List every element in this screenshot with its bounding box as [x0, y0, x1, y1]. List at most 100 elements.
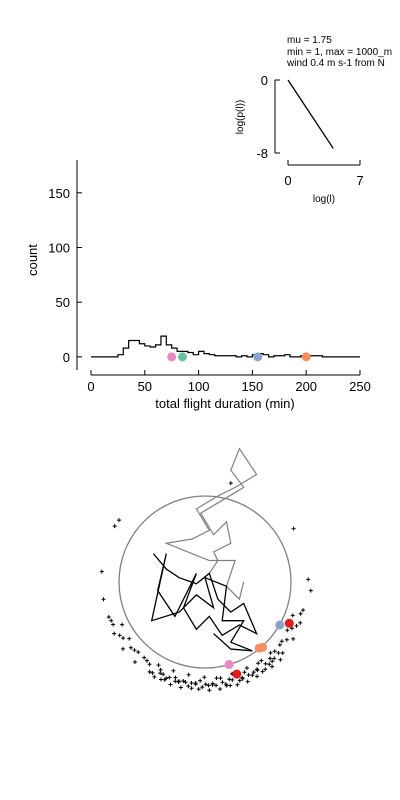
landing-cross [276, 651, 281, 656]
hist-marker [253, 352, 263, 362]
arena-point [284, 618, 294, 628]
inset-plot: log(p(l)) log(l) 0 -8 0 7 [235, 73, 364, 205]
landing-cross [290, 613, 295, 618]
landing-cross [218, 686, 223, 691]
landing-cross [214, 683, 219, 688]
landing-cross [178, 685, 183, 690]
landing-cross [173, 679, 178, 684]
landing-cross [162, 677, 167, 682]
hist-y-tick-label: 150 [48, 186, 70, 201]
landing-cross [112, 524, 117, 529]
hist-y-tick-label: 0 [63, 350, 70, 365]
landing-cross [132, 648, 137, 653]
landing-cross [279, 639, 284, 644]
landing-cross [285, 628, 290, 633]
landing-cross [263, 661, 268, 666]
landing-cross [228, 683, 233, 688]
inset-xlabel: log(l) [313, 194, 335, 205]
hist-marker [177, 352, 187, 362]
landing-cross [132, 660, 137, 664]
landing-cross [181, 678, 186, 683]
landing-cross [237, 678, 242, 683]
landing-cross [152, 674, 157, 679]
landing-cross [200, 685, 205, 690]
landing-cross [156, 663, 161, 668]
arena-point [275, 620, 285, 630]
landing-cross [255, 667, 260, 672]
landing-cross [142, 655, 147, 660]
inset-x-tick-label: 7 [356, 173, 363, 188]
landing-cross [218, 676, 223, 681]
landing-cross [246, 672, 251, 677]
landing-cross [289, 626, 294, 631]
landing-cross [99, 569, 104, 574]
landing-cross [189, 681, 194, 686]
landing-cross [278, 657, 283, 662]
landing-cross [301, 608, 306, 613]
hist-ylabel: count [25, 244, 40, 276]
inset-series-line [287, 79, 334, 149]
landing-cross [128, 645, 133, 650]
landing-cross [240, 675, 245, 680]
landing-cross [186, 672, 191, 677]
landing-cross [214, 676, 219, 681]
landing-cross [263, 667, 268, 672]
landing-cross [230, 677, 235, 682]
landing-cross [207, 688, 212, 693]
landing-cross [183, 680, 188, 685]
landing-cross [176, 679, 181, 684]
hist-bars-step [91, 335, 360, 358]
landing-cross [235, 682, 240, 687]
inset-y-tick-label: -8 [256, 146, 268, 161]
trajectory-far [164, 447, 258, 601]
hist-y-tick-label: 50 [56, 295, 70, 310]
landing-cross [270, 659, 275, 664]
landing-cross [167, 675, 172, 680]
landing-cross [298, 611, 303, 616]
histogram: count total flight duration (min) 0 50 100… [25, 160, 371, 411]
landing-cross [284, 637, 289, 642]
landing-cross [117, 518, 121, 523]
trajectory-near [150, 553, 258, 652]
landing-cross [120, 622, 125, 627]
landing-cross [306, 577, 311, 582]
hist-xlabel: total flight duration (min) [155, 396, 294, 411]
landing-cross [147, 662, 152, 667]
param-line: min = 1, max = 1000_m [287, 47, 392, 58]
landing-cross [242, 670, 247, 675]
landing-cross [256, 661, 261, 666]
landing-cross [161, 672, 166, 677]
landing-cross [255, 674, 260, 679]
hist-x-tick-label: 150 [242, 379, 264, 394]
hist-marker [301, 352, 311, 362]
landing-cross [280, 650, 285, 655]
landing-cross [255, 668, 260, 673]
landing-cross [196, 687, 201, 692]
landing-cross [189, 686, 194, 691]
landing-cross [210, 682, 215, 687]
landing-cross [168, 682, 173, 687]
landing-cross [186, 684, 191, 689]
inset-x-tick-label: 0 [284, 173, 291, 188]
arena-point [224, 660, 234, 670]
landing-cross [127, 636, 132, 641]
landing-cross [227, 677, 232, 682]
landing-cross [291, 636, 296, 641]
landing-cross [121, 636, 126, 641]
landing-cross [245, 679, 250, 684]
arena-point [232, 669, 242, 679]
inset-y-tick-label: 0 [261, 73, 268, 88]
landing-cross [173, 675, 178, 680]
landing-cross [111, 622, 116, 627]
landing-cross [298, 620, 303, 625]
inset-ylabel: log(p(l)) [235, 100, 246, 134]
arena-point [254, 643, 264, 653]
landing-cross [136, 650, 141, 655]
landing-cross [291, 526, 296, 531]
landing-cross [193, 681, 198, 686]
landing-cross [150, 670, 155, 675]
landing-cross [101, 597, 106, 602]
hist-x-tick-label: 50 [138, 379, 152, 394]
hist-x-tick-label: 0 [87, 379, 94, 394]
